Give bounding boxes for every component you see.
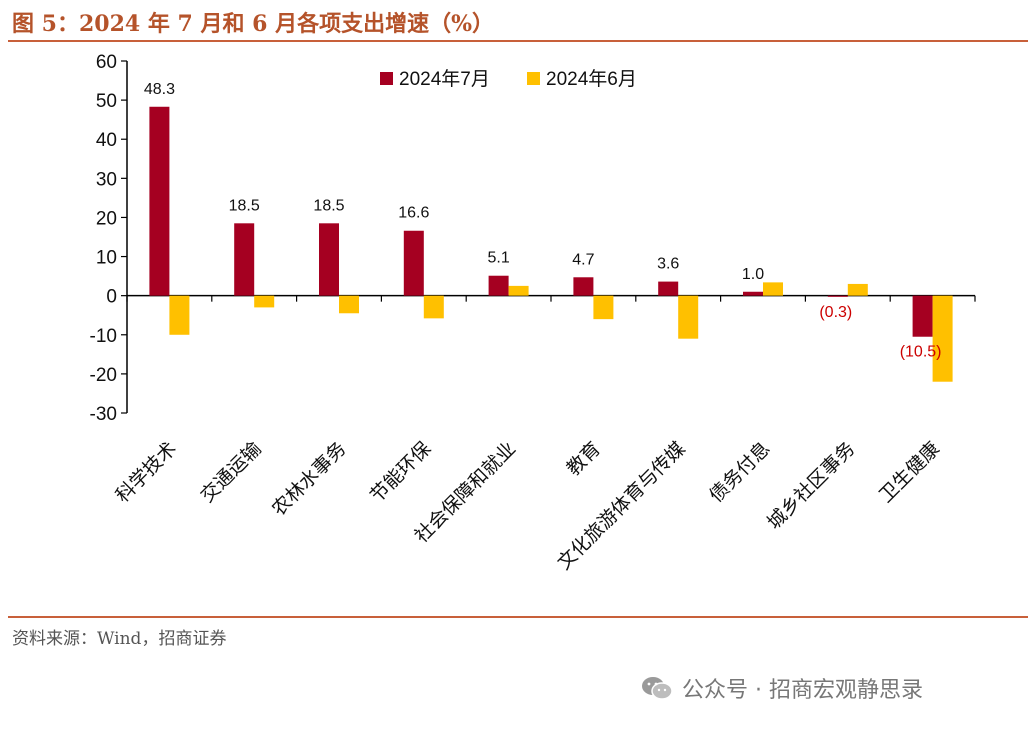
- bar-2024-07: [743, 291, 763, 296]
- bar-2024-07: [912, 295, 933, 337]
- title-rule: [8, 40, 1028, 42]
- category-label: 交通运输: [196, 438, 265, 507]
- y-tick-label: -30: [90, 404, 117, 425]
- category-label: 教育: [562, 438, 604, 480]
- data-label: (10.5): [900, 344, 942, 361]
- y-tick-label: 10: [96, 248, 117, 269]
- y-tick-label: 0: [106, 287, 117, 308]
- bar-2024-07: [658, 281, 679, 296]
- data-label: 48.3: [144, 81, 175, 98]
- bar-2024-06: [847, 283, 868, 296]
- chart-data-labels: 48.3 18.5 18.5 16.6 5.1 4.7 3.6 1.0 (0.3) (10.5): [144, 81, 942, 361]
- bar-2024-06: [169, 295, 190, 335]
- bar-2024-06: [508, 285, 529, 296]
- bar-2024-06: [678, 295, 699, 339]
- chart-axes: 60 50 40 30 20 10 0 -10 -20 -30: [90, 52, 976, 425]
- data-label: 16.6: [398, 205, 429, 222]
- source-note: 资料来源：Wind，招商证券: [12, 629, 227, 649]
- source-rule: [8, 616, 1028, 618]
- y-tick-label: 30: [96, 169, 117, 190]
- y-tick-label: 20: [96, 208, 117, 229]
- bar-2024-07: [319, 223, 339, 296]
- data-label: 3.6: [657, 256, 679, 273]
- category-label: 城乡社区事务: [763, 438, 859, 534]
- data-label: 18.5: [313, 197, 344, 214]
- chart-bars: [149, 106, 953, 382]
- data-label: 5.1: [487, 250, 509, 267]
- category-label: 科学技术: [112, 438, 181, 507]
- category-label: 债务付息: [705, 438, 774, 507]
- bar-2024-07: [573, 277, 594, 296]
- wechat-icon: [642, 677, 673, 700]
- category-label: 农林水事务: [268, 438, 351, 521]
- y-tick-label: 40: [96, 130, 117, 151]
- legend-swatch: [527, 72, 540, 85]
- bar-2024-07: [827, 295, 848, 297]
- watermark: 公众号 · 招商宏观静思录: [640, 672, 923, 704]
- figure-title: 图 5：2024 年 7 月和 6 月各项支出增速（%）: [12, 11, 495, 37]
- bar-2024-06: [593, 295, 614, 320]
- y-tick-label: 60: [96, 52, 117, 73]
- bar-2024-06: [339, 295, 359, 314]
- legend-label: 2024年7月: [399, 68, 490, 90]
- bar-2024-07: [149, 106, 170, 296]
- y-tick-label: -10: [90, 326, 117, 347]
- category-label: 节能环保: [366, 438, 435, 507]
- data-label: 1.0: [742, 266, 764, 283]
- y-tick-label: -20: [90, 365, 117, 386]
- bar-chart: 60 50 40 30 20 10 0 -10 -20 -30 48.3 18.5 18.5 16.6 5…: [90, 52, 976, 574]
- data-label: 18.5: [229, 197, 260, 214]
- bar-2024-06: [932, 295, 953, 382]
- data-label: (0.3): [819, 304, 852, 321]
- data-label: 4.7: [572, 251, 594, 268]
- bar-2024-06: [763, 282, 783, 296]
- watermark-text: 公众号 · 招商宏观静思录: [682, 678, 923, 703]
- bar-2024-07: [234, 223, 255, 296]
- legend-label: 2024年6月: [546, 68, 637, 90]
- legend-swatch: [380, 72, 393, 85]
- bar-2024-06: [254, 295, 275, 308]
- chart-legend: 2024年7月 2024年6月: [380, 68, 637, 90]
- y-tick-label: 50: [96, 91, 117, 112]
- bar-2024-06: [423, 295, 444, 319]
- bar-2024-07: [403, 230, 424, 296]
- bar-2024-07: [488, 275, 509, 296]
- category-label: 卫生健康: [875, 438, 944, 507]
